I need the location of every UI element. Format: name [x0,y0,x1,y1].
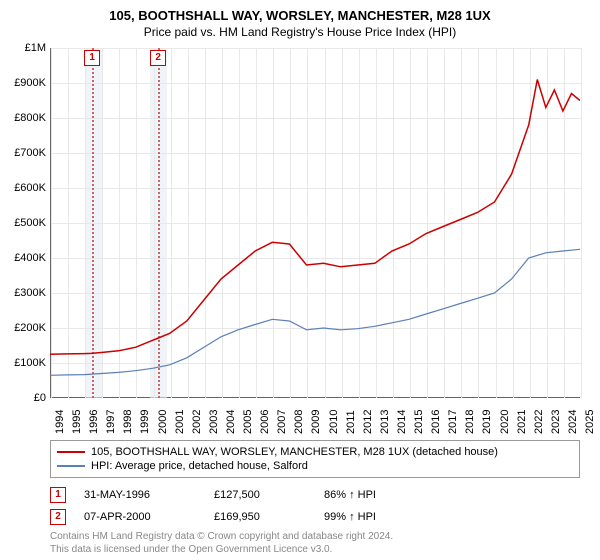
xtick-label: 2016 [430,410,442,434]
xtick-label: 2005 [242,410,254,434]
legend-row-property: 105, BOOTHSHALL WAY, WORSLEY, MANCHESTER… [57,445,573,459]
xtick-label: 2023 [550,410,562,434]
xtick-label: 2011 [345,410,357,434]
xtick-label: 2001 [174,410,186,434]
xtick-label: 2019 [481,410,493,434]
footer: Contains HM Land Registry data © Crown c… [50,530,393,556]
xtick-label: 2006 [259,410,271,434]
xtick-label: 2024 [567,410,579,434]
datapoint-price: £127,500 [214,489,324,501]
legend-label-property: 105, BOOTHSHALL WAY, WORSLEY, MANCHESTER… [91,446,498,458]
xtick-label: 2021 [516,410,528,434]
ytick-label: £1M [0,42,46,54]
xtick-label: 2003 [208,410,220,434]
ytick-label: £0 [0,392,46,404]
xtick-label: 2013 [379,410,391,434]
ytick-label: £300K [0,287,46,299]
footer-line2: This data is licensed under the Open Gov… [50,543,393,556]
datapoint-marker: 2 [50,509,66,525]
ytick-label: £900K [0,77,46,89]
xtick-label: 2008 [293,410,305,434]
ytick-label: £400K [0,252,46,264]
ytick-label: £500K [0,217,46,229]
xtick-label: 2002 [191,410,203,434]
datapoint-row: 2 07-APR-2000 £169,950 99% ↑ HPI [50,506,424,528]
footer-line1: Contains HM Land Registry data © Crown c… [50,530,393,543]
datapoint-marker: 1 [50,487,66,503]
page-subtitle: Price paid vs. HM Land Registry's House … [0,23,600,39]
xtick-label: 2017 [447,410,459,434]
datapoint-row: 1 31-MAY-1996 £127,500 86% ↑ HPI [50,484,424,506]
datapoint-price: £169,950 [214,511,324,523]
chart: 12 £0£100K£200K£300K£400K£500K£600K£700K… [50,48,580,398]
page-title: 105, BOOTHSHALL WAY, WORSLEY, MANCHESTER… [0,0,600,23]
xtick-label: 2025 [584,410,596,434]
series-property [50,80,580,355]
data-points: 1 31-MAY-1996 £127,500 86% ↑ HPI 2 07-AP… [50,484,424,528]
ytick-label: £200K [0,322,46,334]
legend-label-hpi: HPI: Average price, detached house, Salf… [91,460,308,472]
legend-row-hpi: HPI: Average price, detached house, Salf… [57,459,573,473]
ytick-label: £600K [0,182,46,194]
xtick-label: 2018 [464,410,476,434]
xtick-label: 1998 [122,410,134,434]
chart-lines [50,48,580,398]
xtick-label: 2014 [396,410,408,434]
ytick-label: £100K [0,357,46,369]
xtick-label: 1996 [88,410,100,434]
xtick-label: 2022 [533,410,545,434]
xtick-label: 2004 [225,410,237,434]
xtick-label: 2009 [310,410,322,434]
xtick-label: 1999 [139,410,151,434]
legend-swatch-property [57,451,85,453]
xtick-label: 1997 [105,410,117,434]
ytick-label: £700K [0,147,46,159]
ytick-label: £800K [0,112,46,124]
xtick-label: 2015 [413,410,425,434]
legend-swatch-hpi [57,465,85,467]
xtick-label: 2000 [157,410,169,434]
xtick-label: 2010 [328,410,340,434]
xtick-label: 1995 [71,410,83,434]
series-hpi [50,249,580,375]
datapoint-pct: 86% ↑ HPI [324,489,424,501]
datapoint-pct: 99% ↑ HPI [324,511,424,523]
datapoint-date: 31-MAY-1996 [84,489,214,501]
xtick-label: 2007 [276,410,288,434]
legend: 105, BOOTHSHALL WAY, WORSLEY, MANCHESTER… [50,440,580,478]
xtick-label: 2020 [499,410,511,434]
datapoint-date: 07-APR-2000 [84,511,214,523]
xtick-label: 2012 [362,410,374,434]
xtick-label: 1994 [54,410,66,434]
